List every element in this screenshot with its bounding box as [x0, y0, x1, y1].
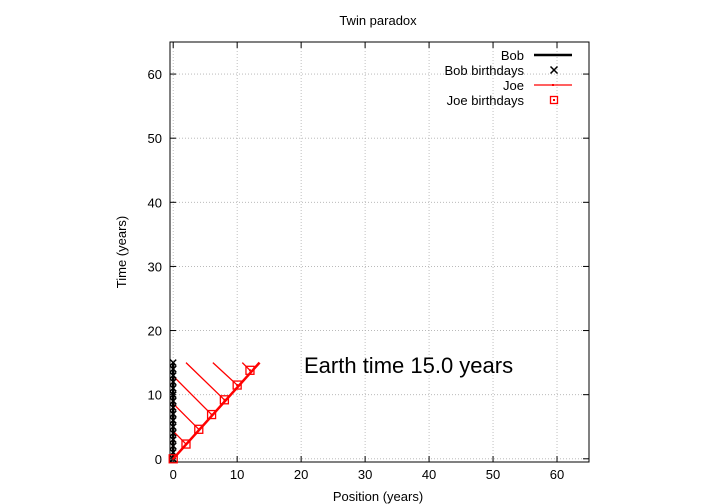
- cross-stroke: [169, 359, 177, 367]
- signal-line: [172, 430, 187, 445]
- bob-birthday-marker: [169, 371, 177, 379]
- y-tick-label: 30: [148, 259, 162, 274]
- joe-birthday-marker: [232, 380, 242, 390]
- bob-birthday-marker: [169, 384, 177, 392]
- square-outline: [549, 95, 559, 105]
- cross-stroke: [169, 423, 177, 431]
- square-dot: [210, 413, 213, 416]
- cross-stroke: [169, 442, 177, 450]
- y-tick-label: 0: [155, 452, 162, 467]
- cross-stroke: [169, 416, 177, 424]
- grid: [170, 42, 589, 462]
- x-tick-label: 10: [230, 467, 244, 482]
- square-dot: [223, 398, 226, 401]
- bob-birthday-marker: [169, 359, 177, 367]
- legend-cross-swatch: [549, 65, 559, 75]
- x-tick-label: 50: [486, 467, 500, 482]
- cross-stroke: [169, 365, 177, 373]
- series-joe-line: [172, 361, 261, 460]
- x-tick-label: 30: [358, 467, 372, 482]
- earth-time-annotation: Earth time 15.0 years: [304, 353, 513, 378]
- bob-birthday-marker: [169, 378, 177, 386]
- signal-line: [172, 375, 213, 416]
- square-outline: [168, 454, 178, 464]
- cross-stroke: [169, 397, 177, 405]
- x-tick-label: 20: [294, 467, 308, 482]
- square-dot: [236, 384, 239, 387]
- bob-birthday-marker: [169, 416, 177, 424]
- x-axis-label: Position (years): [333, 489, 423, 504]
- cross-stroke: [169, 371, 177, 379]
- cross-stroke: [169, 410, 177, 418]
- joe-birthday-marker: [219, 395, 230, 405]
- cross-stroke: [169, 403, 177, 412]
- cross-stroke: [169, 378, 177, 386]
- x-tick-label: 60: [550, 467, 564, 482]
- square-outline: [232, 380, 242, 390]
- joe-birthday-marker: [194, 424, 204, 434]
- bob-birthday-marker: [169, 397, 177, 405]
- joe-birthday-marker: [206, 409, 217, 420]
- legend-label: Joe birthdays: [447, 93, 525, 108]
- joe-birthday-marker: [168, 454, 178, 464]
- square-outline: [245, 365, 255, 375]
- bob-birthday-marker: [169, 365, 177, 373]
- ticks: 0 10 20 30 40 50 60 0 10 20 30 40 50 60: [148, 42, 589, 482]
- y-axis-label: Time (years): [114, 216, 129, 288]
- cross-stroke: [169, 436, 177, 444]
- square-outline: [206, 409, 217, 420]
- bob-birthday-marker: [169, 403, 177, 412]
- x-tick-label: 0: [170, 467, 177, 482]
- legend-label: Bob birthdays: [445, 63, 525, 78]
- cross-stroke: [549, 65, 559, 75]
- y-tick-label: 40: [148, 195, 162, 210]
- square-dot: [172, 457, 175, 460]
- cross-stroke: [169, 384, 177, 392]
- square-dot: [197, 428, 200, 431]
- y-tick-label: 50: [148, 131, 162, 146]
- cross-stroke: [169, 429, 177, 437]
- joe-birthday-marker: [245, 365, 255, 375]
- chart-title: Twin paradox: [339, 13, 417, 28]
- square-dot: [248, 369, 251, 372]
- bob-birthday-marker: [169, 423, 177, 431]
- legend-label: Bob: [501, 48, 524, 63]
- square-dot: [184, 443, 187, 446]
- legend-label: Joe: [503, 78, 524, 93]
- joe-birthday-marker: [181, 439, 191, 449]
- square-outline: [181, 439, 191, 449]
- square-outline: [219, 395, 230, 405]
- signal-line: [185, 362, 225, 401]
- square-dot: [553, 99, 555, 101]
- y-tick-label: 60: [148, 67, 162, 82]
- y-tick-label: 20: [148, 324, 162, 339]
- cross-stroke: [169, 391, 177, 399]
- legend-line-dot: [552, 84, 554, 86]
- bob-birthday-marker: [169, 436, 177, 444]
- data-layer: [168, 359, 261, 464]
- plot-frame: [169, 41, 590, 463]
- bob-birthday-marker: [169, 429, 177, 437]
- legend-line-dot: [552, 54, 554, 56]
- square-outline: [194, 424, 204, 434]
- bob-birthday-marker: [169, 410, 177, 418]
- bob-birthday-marker: [169, 442, 177, 450]
- bob-birthday-marker: [169, 391, 177, 399]
- legend-square-swatch: [549, 95, 559, 105]
- y-tick-label: 10: [148, 388, 162, 403]
- x-tick-label: 40: [422, 467, 436, 482]
